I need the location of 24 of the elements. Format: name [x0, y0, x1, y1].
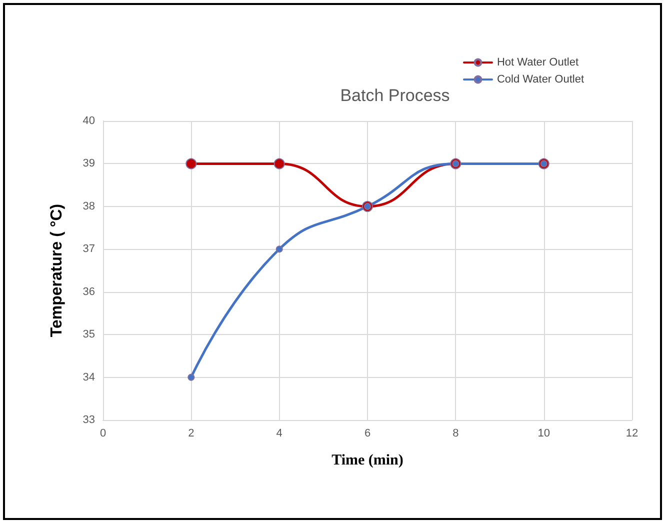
legend-label: Cold Water Outlet: [496, 74, 584, 86]
y-tick-label: 34: [82, 371, 95, 384]
legend-label: Hot Water Outlet: [496, 56, 579, 68]
y-axis-title: Temperature ( °C): [48, 204, 66, 338]
chart-title: Batch Process: [340, 86, 450, 105]
point: [186, 158, 197, 170]
y-tick-label: 39: [82, 158, 95, 170]
x-tick-label: 10: [538, 428, 550, 440]
y-tick-label: 38: [82, 200, 95, 212]
y-tick-label: 40: [82, 115, 95, 127]
x-tick-label: 4: [276, 428, 282, 440]
x-tick-label: 2: [188, 428, 194, 440]
y-tick-label: 36: [82, 286, 95, 298]
x-tick-label: 12: [626, 428, 638, 440]
point: [276, 246, 283, 253]
y-tick-label: 35: [82, 328, 95, 341]
x-axis-title: Time (min): [332, 452, 404, 468]
x-tick-label: 8: [452, 428, 459, 440]
point: [274, 158, 285, 170]
x-tick-label: 6: [364, 428, 371, 440]
point: [188, 374, 195, 381]
x-tick-label: 0: [100, 428, 106, 440]
y-tick-label: 33: [82, 414, 95, 426]
y-tick-label: 37: [82, 243, 95, 256]
